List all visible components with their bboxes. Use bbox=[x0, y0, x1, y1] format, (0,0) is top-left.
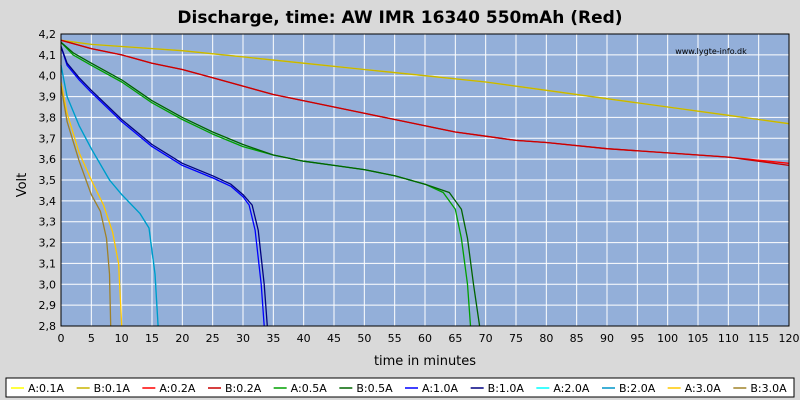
x-tick-label: 70 bbox=[479, 332, 493, 345]
y-tick-label: 3,2 bbox=[39, 237, 57, 250]
x-tick-label: 30 bbox=[236, 332, 250, 345]
x-tick-label: 5 bbox=[88, 332, 95, 345]
legend-label: B:2.0A bbox=[619, 382, 656, 395]
y-tick-label: 3,7 bbox=[39, 132, 57, 145]
x-tick-label: 25 bbox=[206, 332, 220, 345]
grid-lines bbox=[60, 33, 790, 327]
plot-border bbox=[60, 33, 790, 327]
x-axis-label: time in minutes bbox=[374, 354, 476, 369]
legend-label: A:0.2A bbox=[159, 382, 196, 395]
x-tick-label: 90 bbox=[600, 332, 614, 345]
legend-label: A:0.1A bbox=[28, 382, 65, 395]
series-line-b-0-5a bbox=[60, 41, 481, 327]
x-tick-label: 0 bbox=[58, 332, 65, 345]
watermark: www.lygte-info.dk bbox=[675, 47, 747, 56]
series-line-b-3-0a bbox=[60, 85, 112, 327]
tick-labels: 0 5 10 15 20 25 30 35 40 45 50 55 60 65 70 75 80 85 90 95 10… bbox=[39, 28, 800, 345]
legend-label: A:1.0A bbox=[422, 382, 459, 395]
x-tick-label: 115 bbox=[748, 332, 769, 345]
y-tick-label: 3,4 bbox=[39, 195, 57, 208]
y-tick-label: 2,9 bbox=[39, 299, 57, 312]
legend-box bbox=[5, 377, 795, 398]
y-tick-label: 3,6 bbox=[39, 153, 57, 166]
y-tick-label: 3,8 bbox=[39, 111, 57, 124]
x-tick-label: 40 bbox=[297, 332, 311, 345]
legend-label: A:2.0A bbox=[553, 382, 590, 395]
x-tick-label: 75 bbox=[509, 332, 523, 345]
x-tick-label: 50 bbox=[357, 332, 371, 345]
y-tick-label: 2,8 bbox=[39, 320, 57, 333]
x-tick-label: 15 bbox=[145, 332, 159, 345]
series-line-a-1-0a bbox=[60, 46, 265, 327]
series-line-a-3-0a bbox=[60, 81, 123, 327]
y-tick-label: 3,1 bbox=[39, 257, 57, 270]
legend-label: B:0.1A bbox=[94, 382, 131, 395]
legend-label: B:0.5A bbox=[356, 382, 393, 395]
x-tick-label: 20 bbox=[175, 332, 189, 345]
x-tick-label: 95 bbox=[630, 332, 644, 345]
series-line-b-0-1a bbox=[60, 39, 790, 125]
x-tick-label: 55 bbox=[388, 332, 402, 345]
x-tick-label: 35 bbox=[266, 332, 280, 345]
series-line-b-2-0a bbox=[60, 65, 159, 327]
y-tick-label: 3,3 bbox=[39, 216, 57, 229]
series-line-b-1-0a bbox=[60, 46, 268, 327]
x-tick-label: 105 bbox=[688, 332, 709, 345]
y-tick-label: 3,0 bbox=[39, 278, 57, 291]
legend-label: B:3.0A bbox=[750, 382, 787, 395]
x-tick-label: 80 bbox=[539, 332, 553, 345]
legend: A:0.1A B:0.1A A:0.2A B:0.2A A:0.5A B:0.5A A:1.… bbox=[11, 382, 787, 395]
legend-label: A:0.5A bbox=[291, 382, 328, 395]
x-tick-label: 110 bbox=[718, 332, 739, 345]
x-tick-label: 60 bbox=[418, 332, 432, 345]
series-layer bbox=[60, 39, 790, 327]
y-tick-label: 4,0 bbox=[39, 70, 57, 83]
x-tick-label: 100 bbox=[657, 332, 678, 345]
y-tick-label: 3,9 bbox=[39, 91, 57, 104]
x-tick-label: 65 bbox=[448, 332, 462, 345]
chart-title: Discharge, time: AW IMR 16340 550mAh (Re… bbox=[177, 8, 622, 28]
series-line-b-0-2a bbox=[60, 39, 790, 167]
legend-label: B:0.2A bbox=[225, 382, 262, 395]
x-tick-label: 120 bbox=[779, 332, 800, 345]
y-tick-label: 4,1 bbox=[39, 49, 57, 62]
x-tick-label: 45 bbox=[327, 332, 341, 345]
x-tick-label: 10 bbox=[115, 332, 129, 345]
x-tick-label: 85 bbox=[570, 332, 584, 345]
y-tick-label: 3,5 bbox=[39, 174, 57, 187]
legend-label: B:1.0A bbox=[488, 382, 525, 395]
y-axis-label: Volt bbox=[15, 173, 30, 198]
legend-label: A:3.0A bbox=[685, 382, 722, 395]
y-tick-label: 4,2 bbox=[39, 28, 57, 41]
